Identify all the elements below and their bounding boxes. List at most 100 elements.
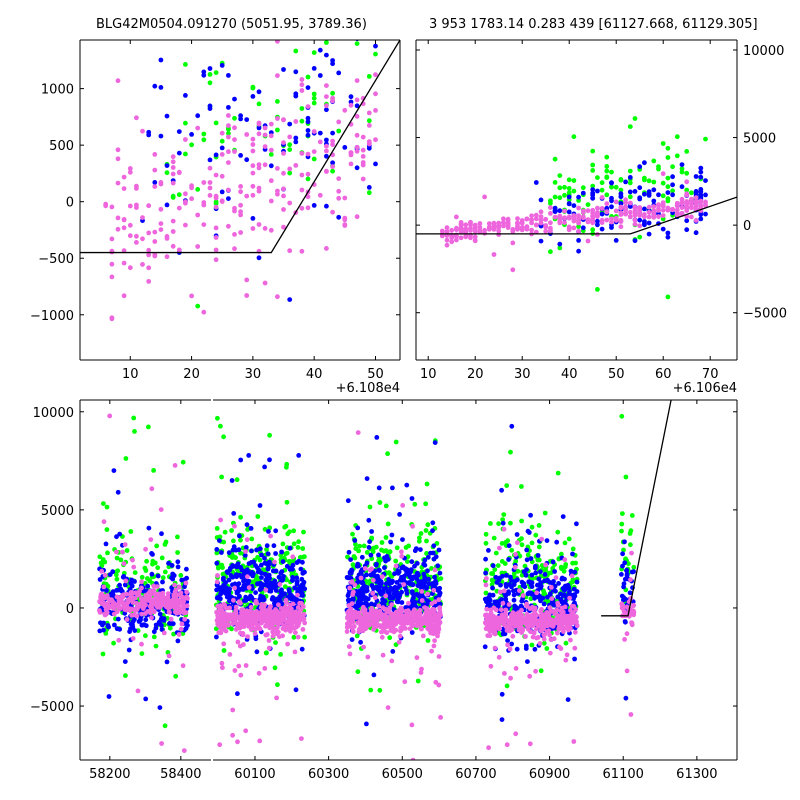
model-line — [80, 40, 400, 254]
point-pink — [501, 612, 507, 618]
point-pink — [556, 626, 562, 631]
point-green — [570, 546, 576, 552]
point-pink — [520, 593, 526, 598]
point-pink — [122, 542, 128, 547]
point-blue — [574, 579, 580, 585]
point-blue — [281, 67, 286, 72]
point-blue — [354, 165, 360, 171]
point-pink — [178, 590, 184, 596]
point-pink — [330, 95, 335, 101]
point-blue — [129, 583, 135, 589]
point-green — [155, 565, 161, 571]
point-blue — [348, 94, 354, 100]
point-pink — [401, 582, 407, 587]
point-blue — [201, 69, 207, 75]
point-pink — [288, 622, 294, 628]
point-pink — [437, 605, 443, 610]
point-green — [585, 202, 591, 208]
point-blue — [287, 121, 293, 127]
point-blue — [344, 575, 350, 580]
point-pink — [166, 600, 172, 605]
point-blue — [128, 621, 134, 627]
point-green — [357, 543, 363, 549]
point-pink — [512, 564, 518, 570]
point-blue — [703, 178, 708, 184]
point-pink — [356, 627, 362, 632]
point-pink — [260, 610, 266, 616]
point-green — [509, 547, 515, 553]
point-pink — [580, 208, 586, 214]
point-pink — [627, 209, 633, 215]
point-pink — [352, 582, 358, 588]
point-pink — [164, 236, 170, 241]
point-blue — [632, 189, 638, 194]
point-pink — [178, 599, 183, 604]
point-pink — [585, 208, 591, 214]
points-group — [80, 40, 400, 322]
point-pink — [287, 200, 293, 206]
point-blue — [101, 627, 106, 633]
point-pink — [285, 610, 291, 616]
point-blue — [522, 584, 528, 590]
point-pink — [127, 233, 133, 239]
point-pink — [431, 618, 437, 624]
point-blue — [110, 592, 116, 598]
point-blue — [590, 195, 596, 201]
point-pink — [517, 588, 522, 593]
point-pink — [170, 159, 176, 165]
point-green — [383, 535, 389, 540]
point-blue — [255, 581, 260, 587]
point-blue — [299, 646, 305, 652]
points-group — [213, 379, 672, 780]
point-green — [221, 648, 227, 653]
point-pink — [656, 214, 661, 220]
point-blue — [698, 216, 704, 222]
point-blue — [404, 588, 409, 593]
point-pink — [503, 618, 508, 624]
point-pink — [230, 732, 236, 738]
point-blue — [646, 189, 652, 195]
point-blue — [293, 687, 299, 693]
point-pink — [107, 413, 113, 419]
point-pink — [213, 204, 219, 210]
point-pink — [380, 652, 386, 658]
point-pink — [152, 239, 158, 244]
point-blue — [226, 73, 231, 78]
point-green — [424, 481, 430, 487]
point-pink — [181, 609, 187, 614]
point-blue — [538, 580, 544, 586]
point-green — [282, 584, 288, 589]
point-pink — [486, 226, 492, 232]
point-blue — [522, 775, 527, 780]
point-pink — [159, 741, 165, 746]
point-pink — [166, 609, 172, 615]
point-green — [160, 575, 166, 581]
point-pink — [623, 208, 628, 214]
point-blue — [330, 160, 335, 166]
point-blue — [115, 616, 121, 622]
point-pink — [195, 125, 201, 131]
point-pink — [444, 225, 450, 231]
point-pink — [166, 653, 172, 659]
point-pink — [413, 610, 418, 616]
point-green — [557, 195, 563, 201]
point-pink — [189, 196, 195, 202]
point-green — [538, 379, 543, 384]
point-green — [218, 423, 223, 429]
point-pink — [515, 216, 520, 222]
point-pink — [348, 161, 354, 167]
point-green — [513, 558, 519, 564]
point-green — [350, 531, 355, 537]
point-blue — [317, 73, 323, 78]
point-pink — [365, 654, 371, 660]
point-pink — [115, 147, 121, 153]
point-green — [256, 101, 262, 107]
point-blue — [368, 552, 374, 558]
point-pink — [136, 592, 142, 598]
point-blue — [226, 105, 231, 110]
point-green — [665, 175, 671, 181]
point-pink — [414, 655, 420, 660]
point-pink — [299, 205, 305, 211]
point-blue — [568, 568, 574, 574]
point-green — [231, 538, 236, 544]
